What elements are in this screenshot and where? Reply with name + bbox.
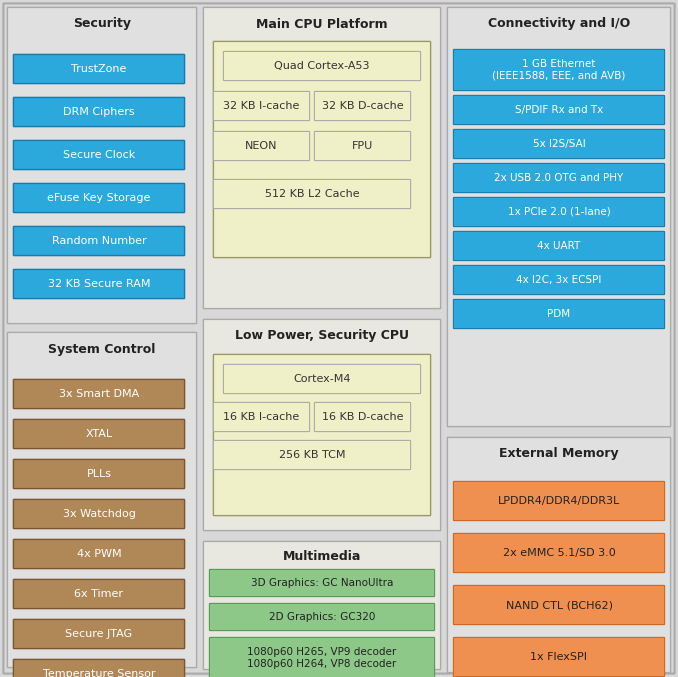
FancyBboxPatch shape <box>210 603 435 630</box>
Text: PDM: PDM <box>547 309 571 319</box>
FancyBboxPatch shape <box>454 163 664 192</box>
FancyBboxPatch shape <box>14 659 184 677</box>
FancyBboxPatch shape <box>214 91 310 121</box>
FancyBboxPatch shape <box>14 140 184 170</box>
Text: 4x UART: 4x UART <box>538 241 580 251</box>
Text: NAND CTL (BCH62): NAND CTL (BCH62) <box>506 600 612 610</box>
FancyBboxPatch shape <box>203 542 441 670</box>
FancyBboxPatch shape <box>14 540 184 569</box>
Text: Secure JTAG: Secure JTAG <box>66 629 133 639</box>
FancyBboxPatch shape <box>454 95 664 125</box>
Text: 256 KB TCM: 256 KB TCM <box>279 450 345 460</box>
Text: 32 KB Secure RAM: 32 KB Secure RAM <box>47 279 151 289</box>
FancyBboxPatch shape <box>14 269 184 299</box>
FancyBboxPatch shape <box>315 91 411 121</box>
FancyBboxPatch shape <box>454 638 664 676</box>
FancyBboxPatch shape <box>214 131 310 160</box>
FancyBboxPatch shape <box>454 49 664 91</box>
Text: External Memory: External Memory <box>499 447 619 460</box>
FancyBboxPatch shape <box>315 131 411 160</box>
FancyBboxPatch shape <box>14 580 184 609</box>
FancyBboxPatch shape <box>7 332 197 668</box>
Text: 4x I2C, 3x ECSPI: 4x I2C, 3x ECSPI <box>517 275 601 285</box>
FancyBboxPatch shape <box>223 364 420 393</box>
Text: 16 KB I-cache: 16 KB I-cache <box>223 412 300 422</box>
Text: 3D Graphics: GC NanoUltra: 3D Graphics: GC NanoUltra <box>251 578 393 588</box>
Text: 32 KB D-cache: 32 KB D-cache <box>321 101 403 111</box>
Text: 5x I2S/SAI: 5x I2S/SAI <box>533 139 585 149</box>
Text: 1x PCIe 2.0 (1-lane): 1x PCIe 2.0 (1-lane) <box>508 207 610 217</box>
FancyBboxPatch shape <box>454 232 664 261</box>
Text: 512 KB L2 Cache: 512 KB L2 Cache <box>264 189 359 199</box>
FancyBboxPatch shape <box>14 619 184 649</box>
FancyBboxPatch shape <box>14 97 184 127</box>
Text: 2D Graphics: GC320: 2D Graphics: GC320 <box>268 612 375 622</box>
FancyBboxPatch shape <box>14 379 184 409</box>
FancyBboxPatch shape <box>14 460 184 489</box>
Text: 2x eMMC 5.1/SD 3.0: 2x eMMC 5.1/SD 3.0 <box>502 548 616 558</box>
Text: Multimedia: Multimedia <box>283 550 361 563</box>
Text: 16 KB D-cache: 16 KB D-cache <box>322 412 403 422</box>
Text: LPDDR4/DDR4/DDR3L: LPDDR4/DDR4/DDR3L <box>498 496 620 506</box>
Text: Temperature Sensor: Temperature Sensor <box>43 669 155 677</box>
Text: Low Power, Security CPU: Low Power, Security CPU <box>235 330 409 343</box>
Text: 4x PWM: 4x PWM <box>77 549 121 559</box>
FancyBboxPatch shape <box>447 437 671 673</box>
FancyBboxPatch shape <box>214 41 431 258</box>
Text: TrustZone: TrustZone <box>71 64 127 74</box>
FancyBboxPatch shape <box>3 3 675 674</box>
Text: 3x Watchdog: 3x Watchdog <box>62 509 136 519</box>
FancyBboxPatch shape <box>7 7 197 324</box>
Text: Main CPU Platform: Main CPU Platform <box>256 18 388 30</box>
FancyBboxPatch shape <box>454 198 664 227</box>
FancyBboxPatch shape <box>454 299 664 328</box>
Text: eFuse Key Storage: eFuse Key Storage <box>47 193 151 203</box>
Text: Random Number: Random Number <box>52 236 146 246</box>
FancyBboxPatch shape <box>203 7 441 309</box>
Text: XTAL: XTAL <box>85 429 113 439</box>
FancyBboxPatch shape <box>454 129 664 158</box>
FancyBboxPatch shape <box>14 226 184 256</box>
Text: FPU: FPU <box>352 141 373 151</box>
Text: NEON: NEON <box>245 141 278 151</box>
FancyBboxPatch shape <box>454 265 664 294</box>
Text: Quad Cortex-A53: Quad Cortex-A53 <box>274 61 370 71</box>
FancyBboxPatch shape <box>214 402 310 432</box>
Text: 1080p60 H265, VP9 decoder
1080p60 H264, VP8 decoder: 1080p60 H265, VP9 decoder 1080p60 H264, … <box>247 647 397 669</box>
FancyBboxPatch shape <box>454 481 664 521</box>
FancyBboxPatch shape <box>223 51 420 81</box>
FancyBboxPatch shape <box>203 320 441 531</box>
Text: Secure Clock: Secure Clock <box>63 150 135 160</box>
Text: 6x Timer: 6x Timer <box>75 589 123 599</box>
FancyBboxPatch shape <box>210 569 435 596</box>
FancyBboxPatch shape <box>14 54 184 83</box>
FancyBboxPatch shape <box>14 500 184 529</box>
Text: S/PDIF Rx and Tx: S/PDIF Rx and Tx <box>515 105 603 115</box>
FancyBboxPatch shape <box>454 586 664 625</box>
FancyBboxPatch shape <box>214 354 431 516</box>
Text: 3x Smart DMA: 3x Smart DMA <box>59 389 139 399</box>
FancyBboxPatch shape <box>315 402 411 432</box>
Text: 32 KB I-cache: 32 KB I-cache <box>223 101 300 111</box>
FancyBboxPatch shape <box>454 533 664 573</box>
Text: Connectivity and I/O: Connectivity and I/O <box>488 18 630 30</box>
FancyBboxPatch shape <box>14 183 184 213</box>
Text: Security: Security <box>73 18 131 30</box>
Text: 1 GB Ethernet
(IEEE1588, EEE, and AVB): 1 GB Ethernet (IEEE1588, EEE, and AVB) <box>492 59 626 81</box>
FancyBboxPatch shape <box>214 179 411 209</box>
Text: Cortex-M4: Cortex-M4 <box>294 374 351 384</box>
FancyBboxPatch shape <box>214 441 411 470</box>
FancyBboxPatch shape <box>14 419 184 449</box>
Text: PLLs: PLLs <box>87 469 111 479</box>
Text: System Control: System Control <box>48 343 156 355</box>
FancyBboxPatch shape <box>210 638 435 677</box>
Text: 2x USB 2.0 OTG and PHY: 2x USB 2.0 OTG and PHY <box>494 173 624 183</box>
FancyBboxPatch shape <box>447 7 671 427</box>
Text: 1x FlexSPI: 1x FlexSPI <box>530 652 588 662</box>
Text: DRM Ciphers: DRM Ciphers <box>63 107 135 117</box>
